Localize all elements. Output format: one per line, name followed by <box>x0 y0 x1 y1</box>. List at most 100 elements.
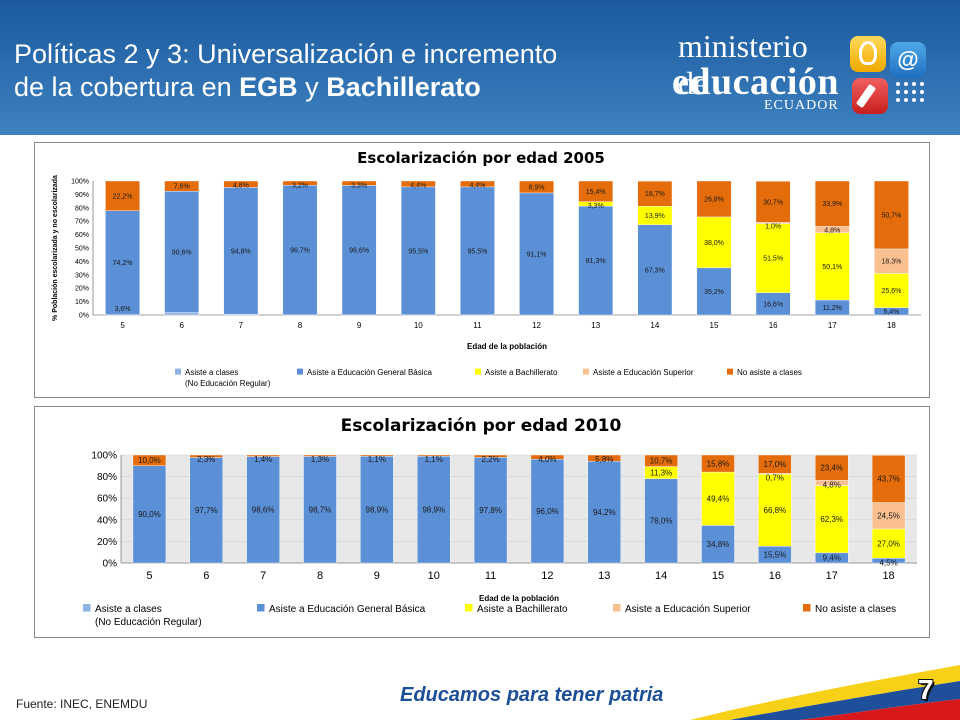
data-label: 25,6% <box>881 288 901 295</box>
data-label: 4,4% <box>469 182 485 189</box>
x-tick-label: 7 <box>239 321 244 330</box>
data-label: 3,3% <box>351 182 367 189</box>
data-label: 22,2% <box>113 193 133 200</box>
y-tick-label: 20% <box>97 537 117 548</box>
legend-swatch-superior <box>613 604 621 612</box>
bar-segment-egb <box>701 525 735 564</box>
x-tick-label: 7 <box>260 570 266 582</box>
data-label: 94,8% <box>231 248 251 255</box>
bar-segment-bachillerato <box>758 473 792 547</box>
legend-label: Asiste a Educación Superior <box>593 368 694 377</box>
bar-segment-no_asiste <box>814 180 850 227</box>
data-label: 17,0% <box>764 460 787 469</box>
y-tick-label: 30% <box>75 272 89 279</box>
data-label: 13,9% <box>645 213 665 220</box>
x-tick-label: 16 <box>769 570 781 582</box>
x-tick-label: 10 <box>428 570 440 582</box>
legend-label: (No Educación Regular) <box>95 617 202 628</box>
bar-segment-egb <box>303 456 337 564</box>
flag-swoosh <box>690 665 960 720</box>
legend-label: Asiste a Educación Superior <box>625 604 751 615</box>
bar-segment-egb <box>341 185 377 316</box>
data-label: 4,5% <box>879 558 897 567</box>
y-tick-label: 80% <box>97 472 117 483</box>
data-label: 1,1% <box>425 455 443 464</box>
data-label: 74,2% <box>113 260 133 267</box>
bar-segment-no_asiste <box>223 180 259 188</box>
data-label: 4,8% <box>823 481 841 490</box>
x-tick-label: 13 <box>598 570 610 582</box>
y-tick-label: 60% <box>75 232 89 239</box>
data-label: 81,3% <box>586 258 606 265</box>
x-tick-label: 6 <box>203 570 209 582</box>
bar-segment-no_asiste <box>360 454 394 457</box>
x-tick-label: 14 <box>655 570 667 582</box>
legend-swatch-bachillerato <box>465 604 473 612</box>
y-tick-label: 20% <box>75 286 89 293</box>
bar-segment-egb <box>246 456 280 564</box>
bar-segment-egb <box>164 190 200 313</box>
data-label: 66,8% <box>764 506 787 515</box>
x-tick-label: 14 <box>650 321 659 330</box>
bar-segment-egb <box>417 455 451 564</box>
x-tick-label: 6 <box>179 321 184 330</box>
bar-segment-no_asiste <box>530 454 565 460</box>
y-axis-title: % Población escolarizada y no escolariza… <box>52 175 59 321</box>
bar-segment-no_asiste <box>473 454 508 458</box>
data-label: 67,3% <box>645 267 665 274</box>
data-label: 7,6% <box>174 184 190 191</box>
legend-swatch-no_asiste <box>803 604 811 612</box>
data-label: 11,3% <box>650 468 672 477</box>
bar-segment-no_asiste <box>303 454 337 457</box>
data-label: 96,7% <box>290 248 310 255</box>
legend-swatch-asiste_clases <box>175 368 181 375</box>
x-axis-title: Edad de la población <box>467 342 547 351</box>
data-label: 78,0% <box>650 517 673 526</box>
ministry-logo: ministerio de educación ECUADOR <box>672 28 842 118</box>
bar-segment-egb <box>578 205 614 316</box>
legend-swatch-bachillerato <box>475 368 481 375</box>
data-label: 90,6% <box>172 249 192 256</box>
keypad-dots-icon <box>896 82 926 106</box>
bar-segment-no_asiste <box>282 180 318 186</box>
chart-2010: Escolarización por edad 2010 0% 20% 40% 60% 8… <box>83 416 917 628</box>
bar-segment-no_asiste <box>519 180 554 194</box>
bar-segment-no_asiste <box>871 455 906 503</box>
data-label: 1,3% <box>311 455 329 464</box>
logo-line2: educación <box>672 61 840 103</box>
data-label: 91,1% <box>527 251 547 258</box>
bar-segment-no_asiste <box>755 181 791 223</box>
bar-segment-superior <box>871 502 906 530</box>
data-label: 95,5% <box>408 248 428 255</box>
bar-segment-egb <box>587 461 621 564</box>
data-label: 30,7% <box>763 199 783 206</box>
title-text: de la cobertura en <box>14 72 240 102</box>
legend-label: Asiste a Bachillerato <box>485 368 558 377</box>
legend-label: No asiste a clases <box>737 368 802 377</box>
bar-segment-egb <box>530 459 565 564</box>
data-label: 95,5% <box>467 248 487 255</box>
y-tick-label: 50% <box>75 245 89 252</box>
bar-segment-egb <box>223 187 259 315</box>
title-bachillerato: Bachillerato <box>326 72 481 102</box>
legend-label: (No Educación Regular) <box>185 379 271 388</box>
data-label: 98,7% <box>309 506 332 515</box>
data-label: 15,4% <box>586 189 606 196</box>
legend-label: Asiste a clases <box>185 368 238 377</box>
data-label: 96,0% <box>536 507 559 516</box>
bar-segment-egb <box>105 210 140 315</box>
source-note: Fuente: INEC, ENEMDU <box>16 697 148 711</box>
data-label: 0,7% <box>766 474 784 483</box>
pencil-icon <box>852 78 888 114</box>
x-tick-label: 9 <box>374 570 380 582</box>
legend-label: Asiste a Bachillerato <box>477 604 568 615</box>
slide-title-line2: de la cobertura en EGB y Bachillerato <box>14 71 664 104</box>
bar-segment-no_asiste <box>815 454 849 481</box>
x-tick-label: 9 <box>357 321 362 330</box>
plot-area <box>121 455 917 563</box>
bar-segment-no_asiste <box>637 180 673 207</box>
slide-header: Políticas 2 y 3: Universalización e incr… <box>0 0 960 135</box>
data-label: 15,8% <box>707 459 730 468</box>
data-label: 5,8% <box>595 455 613 464</box>
slide-title: Políticas 2 y 3: Universalización e incr… <box>14 38 664 104</box>
